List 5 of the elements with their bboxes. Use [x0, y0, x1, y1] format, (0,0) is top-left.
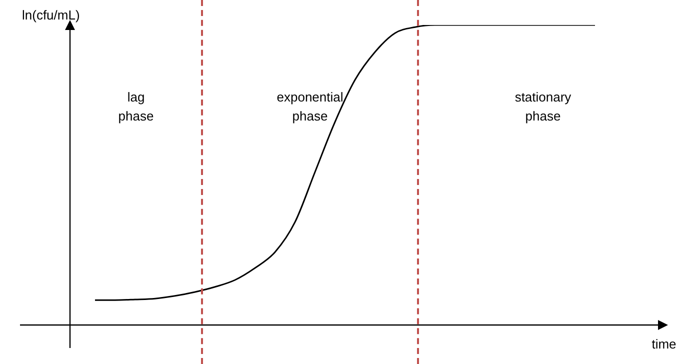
y-axis-title: ln(cfu/mL) [22, 8, 80, 23]
annotation: exponential phase [276, 90, 344, 124]
x-axis-title: time [652, 336, 676, 352]
annotation: stationary phase [514, 90, 572, 124]
annotation: lag phase [118, 90, 154, 124]
